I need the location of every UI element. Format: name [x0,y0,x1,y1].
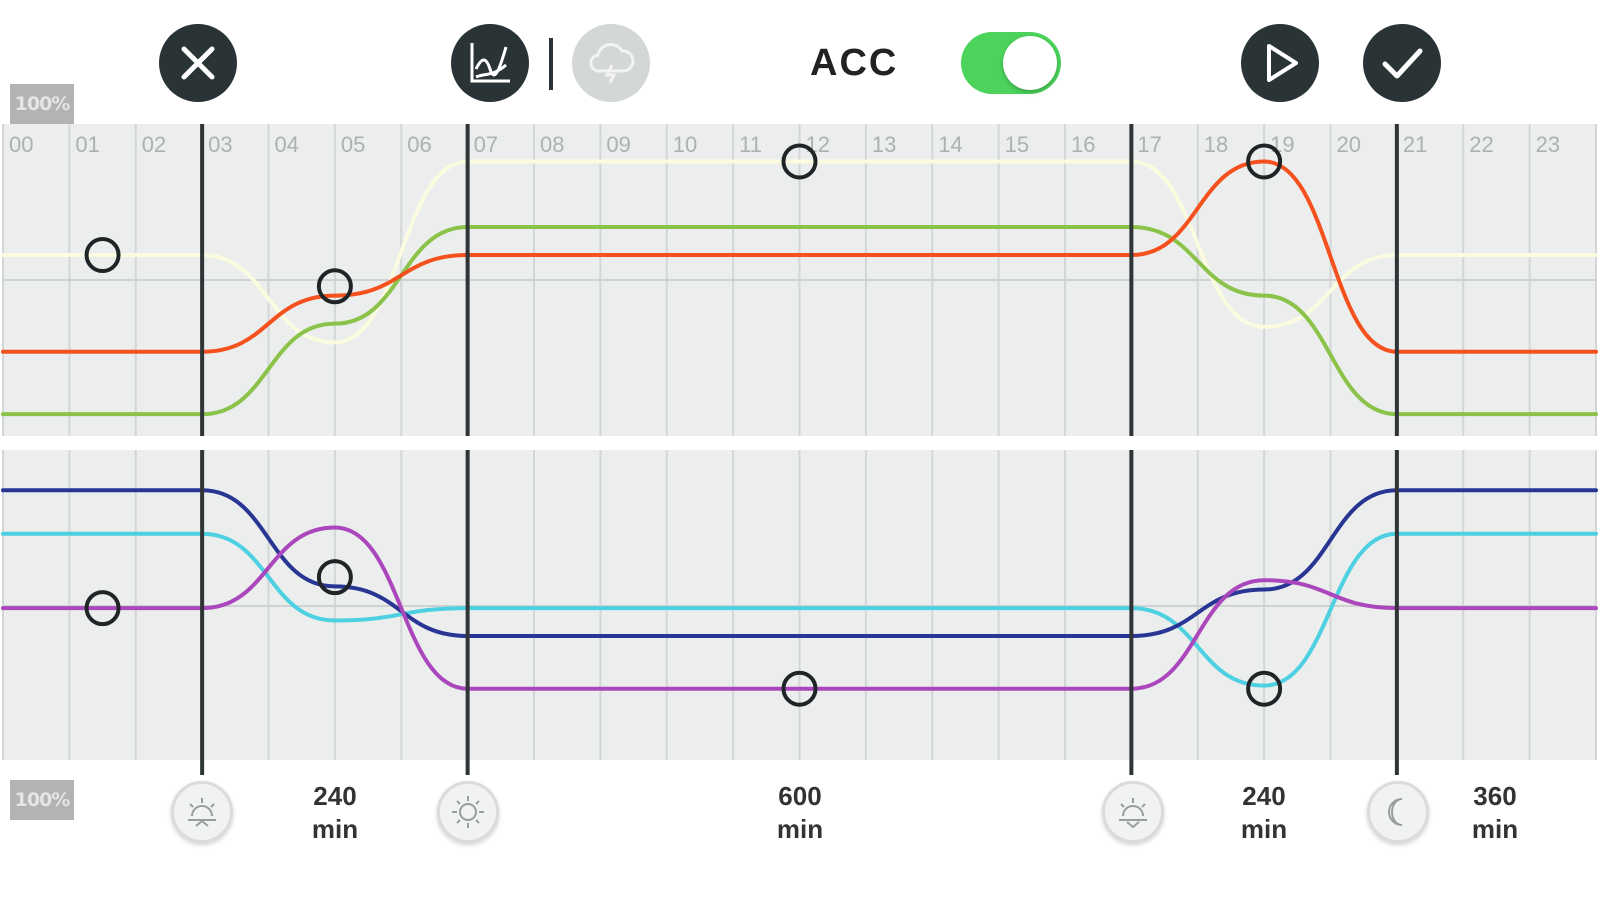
phase-day-button[interactable] [437,781,499,843]
phase-sunset-button[interactable] [1102,781,1164,843]
hour-tick-label: 18 [1204,132,1228,157]
hour-tick-label: 15 [1005,132,1029,157]
hour-tick-label: 23 [1536,132,1560,157]
play-icon [1267,44,1298,82]
control-handle[interactable] [84,590,121,627]
sunset-icon [1119,798,1147,829]
duration-unit: min [1471,814,1519,844]
duration-night: 360 min [1450,780,1540,846]
phase-sunrise-button[interactable] [171,781,233,843]
duration-unit: min [311,814,359,844]
duration-value: 600 [778,781,822,811]
hour-tick-label: 21 [1403,132,1427,157]
scale-badge-bottom: 100% [10,780,74,820]
line-chart-icon [470,43,510,83]
control-handle[interactable] [1246,143,1283,180]
hour-tick-label: 20 [1337,132,1361,157]
series-line-upper-1 [1,159,1598,345]
moon-icon [1388,798,1403,826]
hour-tick-label: 13 [872,132,896,157]
hour-tick-label: 08 [540,132,564,157]
hour-tick-label: 10 [673,132,697,157]
duration-unit: min [1240,814,1288,844]
duration-sunset: 240 min [1219,780,1309,846]
weather-mode-button[interactable] [572,24,650,102]
cloud-lightning-icon [589,43,635,84]
play-button[interactable] [1241,24,1319,102]
control-handle[interactable] [84,237,121,274]
control-handle[interactable] [781,143,818,180]
hour-tick-label: 01 [75,132,99,157]
hour-tick-label: 07 [474,132,498,157]
hour-tick-label: 11 [739,132,762,157]
lighting-schedule-chart[interactable]: 00 01 02 03 04 05 06 07 08 09 10 11 12 13 14 15 16 17 18 19… [0,0,1599,780]
checkmark-icon [1382,48,1423,79]
close-icon [181,46,215,80]
hour-tick-label: 06 [407,132,431,157]
series-line-lower-2 [1,488,1598,639]
hour-tick-label: 05 [341,132,365,157]
panel-separator [0,436,1599,450]
phase-night-button[interactable] [1367,781,1429,843]
hour-tick-label: 09 [606,132,630,157]
series-line-lower-3 [1,525,1598,691]
hour-tick-label: 19 [1270,132,1294,157]
scale-badge-top: 100% [10,84,74,124]
duration-value: 240 [313,781,357,811]
hour-tick-label: 14 [938,132,962,157]
hour-tick-label: 00 [9,132,33,157]
control-handle[interactable] [781,670,818,707]
confirm-button[interactable] [1363,24,1441,102]
hour-tick-label: 16 [1071,132,1095,157]
control-handle[interactable] [316,268,353,305]
acc-toggle[interactable] [961,32,1061,94]
toggle-knob [1003,36,1057,90]
series-line-upper-2 [1,224,1598,417]
sun-icon [452,796,484,828]
close-button[interactable] [159,24,237,102]
toolbar-divider [549,38,553,90]
hour-tick-label: 04 [275,132,299,157]
duration-day: 600 min [755,780,845,846]
control-handle[interactable] [316,559,353,596]
series-line-upper-3 [1,159,1598,354]
duration-sunrise: 240 min [290,780,380,846]
hour-tick-label: 12 [806,132,830,157]
duration-value: 240 [1242,781,1286,811]
duration-unit: min [776,814,824,844]
hour-tick-label: 22 [1469,132,1493,157]
series-line-lower-1 [1,531,1598,688]
hour-tick-label: 17 [1137,132,1161,157]
duration-value: 360 [1473,781,1517,811]
control-handle[interactable] [1246,670,1283,707]
hour-tick-label: 03 [208,132,232,157]
sunrise-icon [188,798,216,827]
acc-label: ACC [810,42,899,84]
chart-mode-button[interactable] [451,24,529,102]
hour-tick-label: 02 [142,132,166,157]
